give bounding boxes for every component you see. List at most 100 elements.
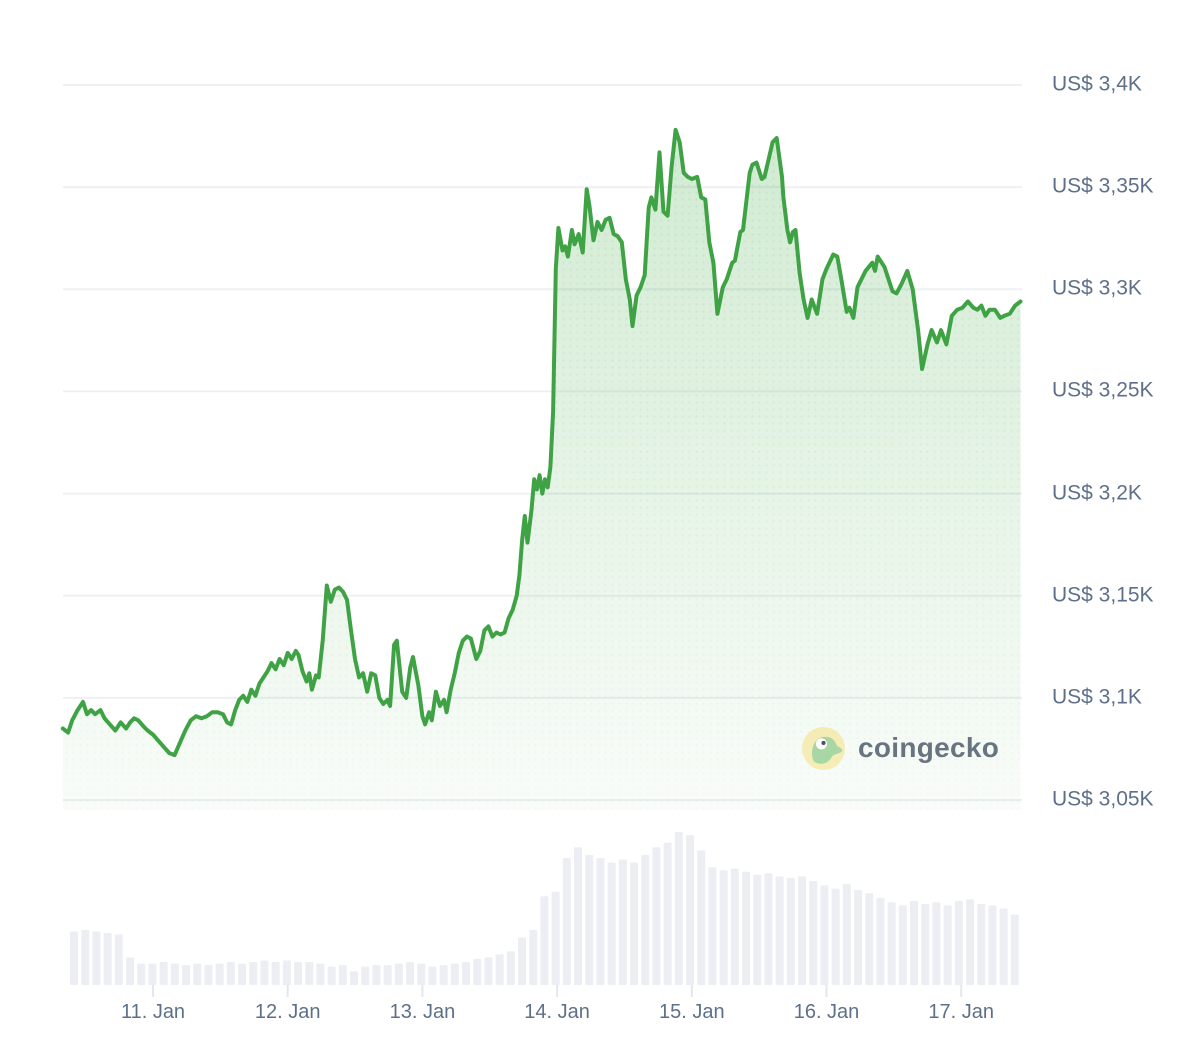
volume-bar — [406, 962, 414, 985]
volume-bar — [641, 855, 650, 985]
volume-bar — [887, 902, 896, 985]
coingecko-watermark[interactable]: coingecko — [802, 726, 999, 770]
volume-bar — [204, 965, 213, 985]
volume-bar — [450, 963, 459, 985]
volume-bar — [932, 902, 941, 985]
volume-bar — [753, 874, 762, 985]
x-axis-label: 13. Jan — [389, 1001, 456, 1023]
volume-bar — [910, 900, 918, 986]
volume-bar — [820, 885, 829, 985]
volume-bar — [988, 905, 997, 985]
x-axis-label: 17. Jan — [928, 1001, 994, 1023]
volume-bar — [305, 962, 314, 985]
y-axis-label: US$ 3,35K — [1052, 174, 1154, 198]
volume-bar — [361, 966, 370, 985]
volume-bar — [865, 893, 874, 985]
volume-bar — [484, 957, 493, 985]
volume-bar — [809, 881, 818, 985]
y-axis-label: US$ 3,3K — [1052, 276, 1142, 300]
y-axis-label: US$ 3,15K — [1052, 582, 1154, 606]
volume-bar — [506, 951, 515, 985]
volume-bar — [103, 933, 112, 985]
x-axis-label: 14. Jan — [524, 1001, 590, 1023]
volume-bar — [159, 962, 168, 985]
volume-bar — [674, 832, 683, 985]
volume-bar — [372, 965, 381, 985]
volume-bar — [81, 929, 90, 985]
x-axis-label: 15. Jan — [658, 1001, 725, 1023]
volume-bar — [495, 954, 504, 985]
volume-bar — [585, 855, 594, 985]
volume-bar — [114, 934, 123, 985]
volume-bar — [394, 963, 403, 985]
price-area-dots — [62, 129, 1021, 810]
volume-bar — [294, 962, 302, 985]
volume-bar — [831, 888, 840, 985]
volume-bar — [708, 867, 717, 985]
volume-bar — [462, 962, 470, 985]
volume-bar — [1010, 914, 1019, 985]
volume-bars — [70, 832, 1019, 986]
volume-bar — [182, 965, 190, 985]
volume-bar — [70, 931, 78, 985]
volume-bar — [327, 966, 336, 985]
coingecko-logo-icon — [802, 726, 845, 770]
volume-bar — [999, 908, 1008, 985]
volume-bar — [630, 862, 638, 985]
volume-bar — [618, 859, 627, 985]
volume-bar — [282, 960, 291, 985]
volume-bar — [338, 965, 347, 985]
volume-bar — [193, 963, 202, 985]
y-axis-label: US$ 3,05K — [1052, 787, 1154, 811]
x-axis-label: 11. Jan — [120, 1001, 186, 1023]
volume-bar — [428, 966, 437, 985]
volume-bar — [518, 937, 526, 985]
volume-bar — [92, 931, 101, 985]
volume-bar — [562, 858, 571, 985]
y-axis-label: US$ 3,4K — [1052, 72, 1142, 96]
volume-bar — [540, 896, 549, 985]
volume-bar — [260, 960, 269, 985]
volume-bar — [954, 900, 963, 986]
volume-bar — [215, 963, 224, 985]
volume-bar — [316, 963, 325, 985]
y-axis-label: US$ 3,1K — [1052, 685, 1142, 709]
x-axis-label: 12. Jan — [254, 1001, 321, 1023]
volume-bar — [238, 963, 246, 985]
volume-bar — [686, 835, 694, 985]
volume-bar — [652, 847, 661, 985]
volume-bar — [898, 905, 907, 985]
volume-bar — [574, 847, 582, 985]
volume-bar — [764, 873, 773, 985]
x-axis-ticks — [152, 985, 963, 997]
volume-bar — [126, 957, 134, 985]
volume-bar — [271, 962, 280, 985]
volume-bar — [607, 862, 616, 985]
y-axis-label: US$ 3,2K — [1052, 480, 1142, 504]
volume-bar — [842, 884, 851, 985]
volume-bar — [137, 963, 146, 985]
volume-bar — [249, 962, 258, 985]
volume-bar — [977, 903, 986, 985]
volume-bar — [170, 963, 179, 985]
volume-bar — [697, 850, 706, 985]
volume-bar — [798, 876, 806, 985]
volume-bar — [730, 868, 739, 985]
volume-bar — [786, 877, 795, 985]
volume-bar — [350, 971, 358, 985]
volume-bar — [226, 962, 235, 985]
volume-bar — [719, 870, 728, 986]
volume-bar — [854, 890, 862, 985]
volume-bar — [529, 929, 538, 985]
volume-bar — [742, 871, 750, 985]
volume-bar — [943, 905, 952, 985]
volume-bar — [663, 842, 672, 985]
y-axis-label: US$ 3,25K — [1052, 378, 1154, 402]
volume-bar — [775, 876, 784, 985]
volume-bar — [551, 891, 560, 985]
volume-bar — [921, 903, 930, 985]
price-line — [60, 127, 1023, 758]
coingecko-watermark-text: coingecko — [858, 732, 1000, 763]
